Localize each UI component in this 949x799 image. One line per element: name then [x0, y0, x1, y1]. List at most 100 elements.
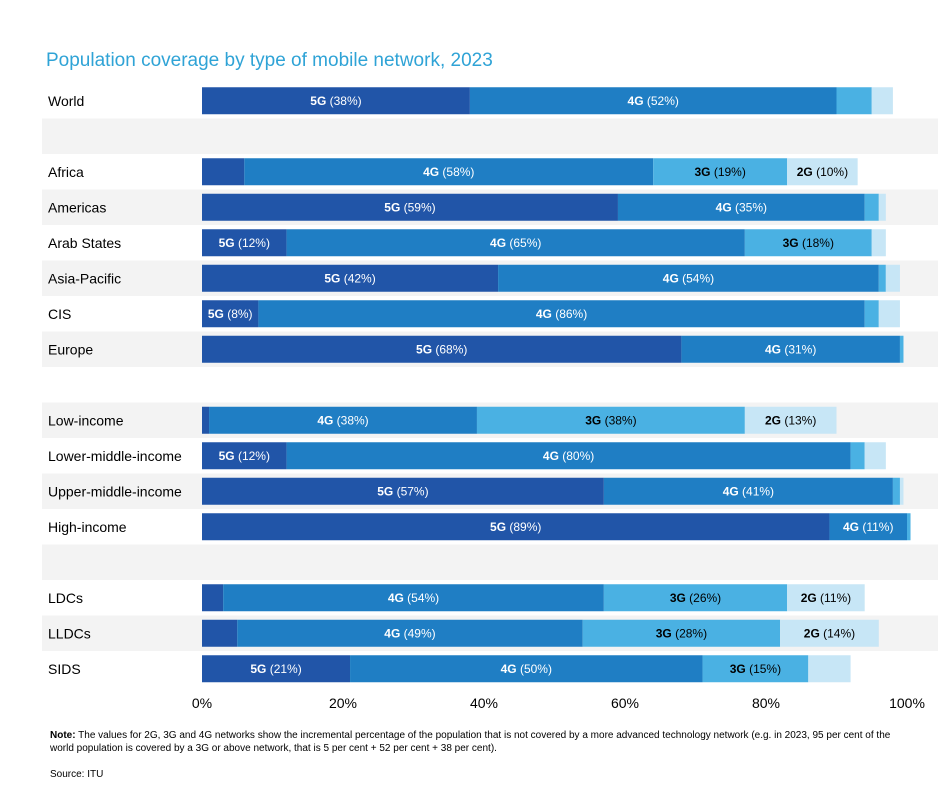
row-label-cis: CIS: [48, 306, 71, 322]
bar-5g-world: [202, 87, 470, 115]
x-tick-0: 0%: [192, 695, 212, 711]
bar-5g-lower-middle-income: [202, 442, 287, 470]
row-label-americas: Americas: [48, 199, 106, 215]
bar-5g-europe: [202, 335, 682, 363]
x-tick-5: 100%: [889, 695, 925, 711]
data-label-4g-lower-middle-income: 4G (80%): [543, 449, 594, 463]
bar-5g-high-income: [202, 513, 830, 541]
bar-5g-cis: [202, 300, 259, 328]
data-label-3g-arab-states: 3G (18%): [783, 236, 834, 250]
x-axis-ticks: 0% 20% 40% 60% 80% 100%: [192, 695, 925, 711]
bars: 5G (38%) 4G (52%) 4G (58%) 3G (19%) 2G (10%)…: [202, 87, 911, 683]
data-label-3g-lldcs: 3G (28%): [656, 626, 707, 640]
bar-2g-lldcs: [780, 619, 879, 647]
bar-5g-low-income: [202, 406, 210, 434]
bar-2g-world: [871, 87, 893, 115]
bar-5g-lldcs: [202, 619, 238, 647]
data-label-5g-asia-pacific: 5G (42%): [324, 271, 375, 285]
data-label-4g-sids: 4G (50%): [501, 662, 552, 676]
bar-4g-americas: [617, 193, 865, 221]
bar-3g-sids: [702, 655, 809, 683]
data-label-5g-cis: 5G (8%): [208, 307, 253, 321]
bar-4g-upper-middle-income: [603, 477, 893, 505]
bar-2g-americas: [878, 193, 886, 221]
x-tick-4: 80%: [752, 695, 780, 711]
bar-5g-americas: [202, 193, 618, 221]
row-label-arab-states: Arab States: [48, 235, 121, 251]
bar-3g-arab-states: [744, 229, 872, 257]
data-label-2g-africa: 2G (10%): [797, 165, 848, 179]
data-label-5g-lower-middle-income: 5G (12%): [219, 449, 270, 463]
row-label-europe: Europe: [48, 341, 93, 357]
row-label-sids: SIDS: [48, 661, 81, 677]
bar-2g-arab-states: [871, 229, 886, 257]
bar-5g-sids: [202, 655, 351, 683]
bar-5g-ldcs: [202, 584, 224, 612]
x-tick-3: 60%: [611, 695, 639, 711]
bar-4g-lldcs: [237, 619, 583, 647]
bar-3g-high-income: [907, 513, 911, 541]
row-labels: World Africa Americas Arab States Asia-Pacif…: [48, 93, 182, 677]
bar-4g-ldcs: [223, 584, 604, 612]
data-label-2g-lldcs: 2G (14%): [804, 626, 855, 640]
data-label-2g-low-income: 2G (13%): [765, 413, 816, 427]
bar-2g-low-income: [744, 406, 837, 434]
bar-2g-ldcs: [787, 584, 865, 612]
row-label-world: World: [48, 93, 84, 109]
data-label-4g-europe: 4G (31%): [765, 342, 816, 356]
bar-3g-ldcs: [603, 584, 788, 612]
bar-2g-asia-pacific: [885, 264, 900, 292]
chart-title: Population coverage by type of mobile ne…: [46, 50, 493, 71]
bar-3g-lldcs: [582, 619, 781, 647]
data-label-2g-ldcs: 2G (11%): [801, 591, 851, 605]
bar-4g-high-income: [829, 513, 907, 541]
row-label-africa: Africa: [48, 164, 84, 180]
data-label-4g-upper-middle-income: 4G (41%): [723, 484, 774, 498]
data-label-4g-high-income: 4G (11%): [843, 520, 893, 534]
bar-4g-cis: [258, 300, 865, 328]
bar-3g-lower-middle-income: [850, 442, 865, 470]
note-text: The values for 2G, 3G and 4G networks sh…: [50, 730, 891, 754]
bar-3g-cis: [864, 300, 879, 328]
bar-3g-upper-middle-income: [892, 477, 900, 505]
row-label-ldcs: LDCs: [48, 590, 83, 606]
data-label-3g-africa: 3G (19%): [694, 165, 745, 179]
bar-5g-asia-pacific: [202, 264, 499, 292]
chart-source: Source: ITU: [50, 769, 104, 780]
data-label-5g-americas: 5G (59%): [384, 200, 435, 214]
data-label-3g-sids: 3G (15%): [730, 662, 781, 676]
row-label-lower-middle-income: Lower-middle-income: [48, 448, 182, 464]
bar-2g-cis: [878, 300, 900, 328]
data-label-3g-low-income: 3G (38%): [585, 413, 636, 427]
data-label-4g-low-income: 4G (38%): [317, 413, 368, 427]
data-label-4g-americas: 4G (35%): [716, 200, 767, 214]
data-label-5g-world: 5G (38%): [310, 94, 361, 108]
bar-4g-low-income: [209, 406, 477, 434]
data-label-4g-africa: 4G (58%): [423, 165, 474, 179]
row-label-low-income: Low-income: [48, 412, 124, 428]
bar-3g-world: [836, 87, 872, 115]
bar-4g-lower-middle-income: [286, 442, 851, 470]
bar-4g-world: [469, 87, 837, 115]
bar-3g-africa: [653, 158, 788, 186]
row-label-high-income: High-income: [48, 519, 127, 535]
bar-2g-sids: [808, 655, 851, 683]
bar-4g-asia-pacific: [498, 264, 879, 292]
x-tick-1: 20%: [329, 695, 357, 711]
data-label-4g-world: 4G (52%): [628, 94, 679, 108]
data-label-4g-lldcs: 4G (49%): [384, 626, 435, 640]
data-label-5g-sids: 5G (21%): [250, 662, 301, 676]
data-label-5g-upper-middle-income: 5G (57%): [377, 484, 428, 498]
row-label-upper-middle-income: Upper-middle-income: [48, 483, 182, 499]
data-label-5g-high-income: 5G (89%): [490, 520, 541, 534]
bar-2g-lower-middle-income: [864, 442, 886, 470]
bar-4g-sids: [350, 655, 703, 683]
row-band: [42, 544, 938, 580]
row-label-lldcs: LLDCs: [48, 625, 91, 641]
data-label-4g-ldcs: 4G (54%): [388, 591, 439, 605]
stacked-bar-chart: 5G (38%) 4G (52%) 4G (58%) 3G (19%) 2G (10%)…: [42, 87, 938, 711]
note-label: Note:: [50, 730, 76, 741]
bar-5g-upper-middle-income: [202, 477, 604, 505]
bar-3g-europe: [899, 335, 904, 363]
data-label-3g-ldcs: 3G (26%): [670, 591, 721, 605]
